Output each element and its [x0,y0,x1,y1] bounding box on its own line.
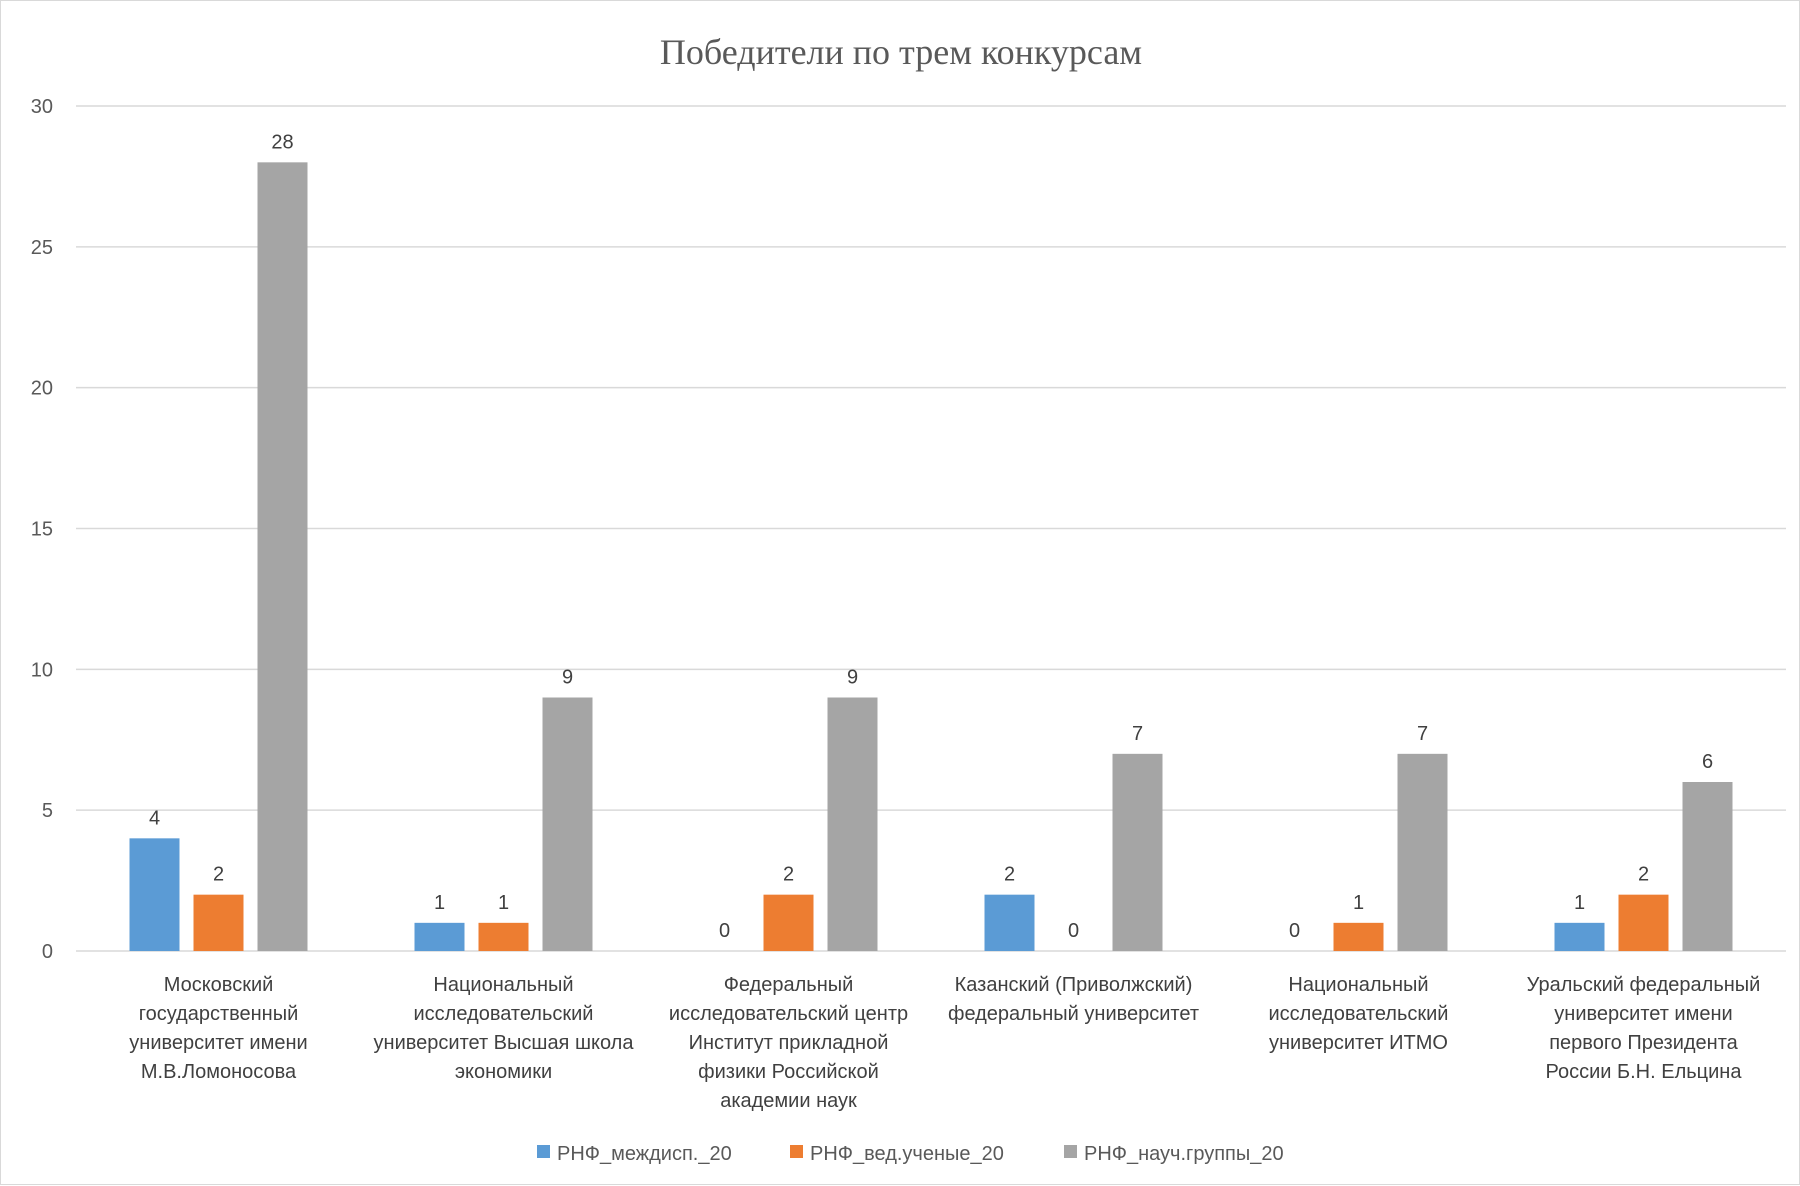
data-label: 1 [498,892,509,914]
chart-title: Победители по трем конкурсам [660,32,1142,72]
legend: РНФ_междисп._20 РНФ_вед.ученые_20 РНФ_науч… [537,1143,1284,1165]
data-label: 0 [1289,920,1300,942]
legend-label: РНФ_науч.группы_20 [1084,1143,1284,1165]
bar [763,894,814,951]
bar [478,922,529,951]
bar [414,922,465,951]
category-label-line: экономики [455,1061,552,1083]
category-label-line: исследовательский центр [669,1003,908,1025]
data-label: 7 [1417,723,1428,745]
category-label: Московский государственный университет име… [129,974,307,1083]
data-label: 1 [1353,892,1364,914]
data-label: 2 [213,864,224,886]
data-label: 6 [1702,751,1713,773]
bar [1682,782,1733,951]
data-label: 1 [434,892,445,914]
category-label: Национальный исследовательский университет… [1269,974,1449,1054]
data-label: 9 [847,667,858,689]
bar [827,697,878,951]
bars [129,162,1733,952]
data-label: 1 [1574,892,1585,914]
bar [1554,922,1605,951]
data-label: 2 [783,864,794,886]
category-labels: Московский государственный университет име… [129,974,1760,1112]
category-label-line: Федеральный [724,974,854,996]
category-label-line: Уральский федеральный [1527,974,1761,996]
category-label: Федеральный исследовательский центр Инстит… [669,974,908,1112]
y-tick-label: 15 [31,519,53,541]
category-label-line: физики Российской [698,1061,879,1083]
legend-swatch [790,1145,803,1158]
category-label-line: исследовательский [1269,1003,1449,1025]
category-label: Национальный исследовательский университет… [374,974,635,1083]
y-tick-label: 5 [42,800,53,822]
category-label-line: государственный [139,1003,299,1025]
category-label-line: университет имени [129,1032,307,1054]
y-tick-label: 0 [42,941,53,963]
category-label-line: России Б.Н. Ельцина [1546,1061,1743,1083]
category-label-line: федеральный университет [948,1003,1199,1025]
category-label-line: Национальный [433,974,573,996]
data-label: 9 [562,667,573,689]
category-label-line: первого Президента [1549,1032,1738,1054]
y-tick-label: 20 [31,378,53,400]
bar [257,162,308,952]
category-label-line: Казанский (Приволжский) [955,974,1193,996]
bar [1333,922,1384,951]
data-label: 0 [1068,920,1079,942]
data-label: 4 [149,807,160,829]
category-label-line: университет ИТМО [1269,1032,1448,1054]
y-tick-label: 30 [31,96,53,118]
data-label: 0 [719,920,730,942]
legend-label: РНФ_вед.ученые_20 [810,1143,1004,1165]
bar [193,894,244,951]
category-label-line: М.В.Ломоносова [141,1061,297,1083]
y-tick-label: 25 [31,237,53,259]
category-label-line: академии наук [720,1090,857,1112]
category-label-line: исследовательский [414,1003,594,1025]
bar [1112,753,1163,951]
data-label: 2 [1004,864,1015,886]
data-label: 2 [1638,864,1649,886]
bar [1618,894,1669,951]
category-label-line: Московский [164,974,274,996]
data-labels: 4 2 28 1 1 9 0 2 9 2 0 7 0 1 7 1 2 6 [149,131,1713,942]
data-label: 28 [271,131,293,153]
category-label-line: университет имени [1554,1003,1732,1025]
legend-label: РНФ_междисп._20 [557,1143,732,1165]
category-label-line: университет Высшая школа [374,1032,635,1054]
category-label-line: Национальный [1288,974,1428,996]
category-label: Казанский (Приволжский) федеральный униве… [948,974,1199,1025]
y-tick-label: 10 [31,659,53,681]
category-label-line: Институт прикладной [689,1032,889,1054]
bar [984,894,1035,951]
bar [542,697,593,951]
category-label: Уральский федеральный университет имени пе… [1527,974,1761,1083]
bar [1397,753,1448,951]
legend-swatch [537,1145,550,1158]
bar [129,838,180,951]
data-label: 7 [1132,723,1143,745]
legend-swatch [1064,1145,1077,1158]
